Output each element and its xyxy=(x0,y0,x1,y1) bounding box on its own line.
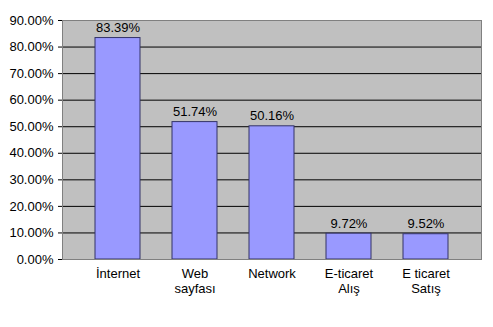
svg-text:50.00%: 50.00% xyxy=(9,119,54,134)
svg-text:50.16%: 50.16% xyxy=(250,108,295,123)
svg-text:Network: Network xyxy=(248,266,296,281)
svg-text:20.00%: 20.00% xyxy=(9,199,54,214)
svg-text:80.00%: 80.00% xyxy=(9,39,54,54)
svg-text:40.00%: 40.00% xyxy=(9,145,54,160)
svg-text:9.52%: 9.52% xyxy=(408,216,445,231)
svg-text:9.72%: 9.72% xyxy=(331,216,368,231)
svg-text:60.00%: 60.00% xyxy=(9,92,54,107)
svg-text:İnternet: İnternet xyxy=(96,266,140,281)
svg-text:30.00%: 30.00% xyxy=(9,172,54,187)
svg-text:90.00%: 90.00% xyxy=(9,13,54,28)
svg-text:70.00%: 70.00% xyxy=(9,66,54,81)
svg-text:E-ticaretAlış: E-ticaretAlış xyxy=(325,266,374,296)
svg-text:51.74%: 51.74% xyxy=(173,104,218,119)
svg-text:10.00%: 10.00% xyxy=(9,225,54,240)
svg-text:Websayfası: Websayfası xyxy=(174,266,215,296)
svg-text:83.39%: 83.39% xyxy=(96,20,141,35)
svg-text:0.00%: 0.00% xyxy=(17,252,54,267)
svg-text:E ticaretSatış: E ticaretSatış xyxy=(402,266,450,296)
